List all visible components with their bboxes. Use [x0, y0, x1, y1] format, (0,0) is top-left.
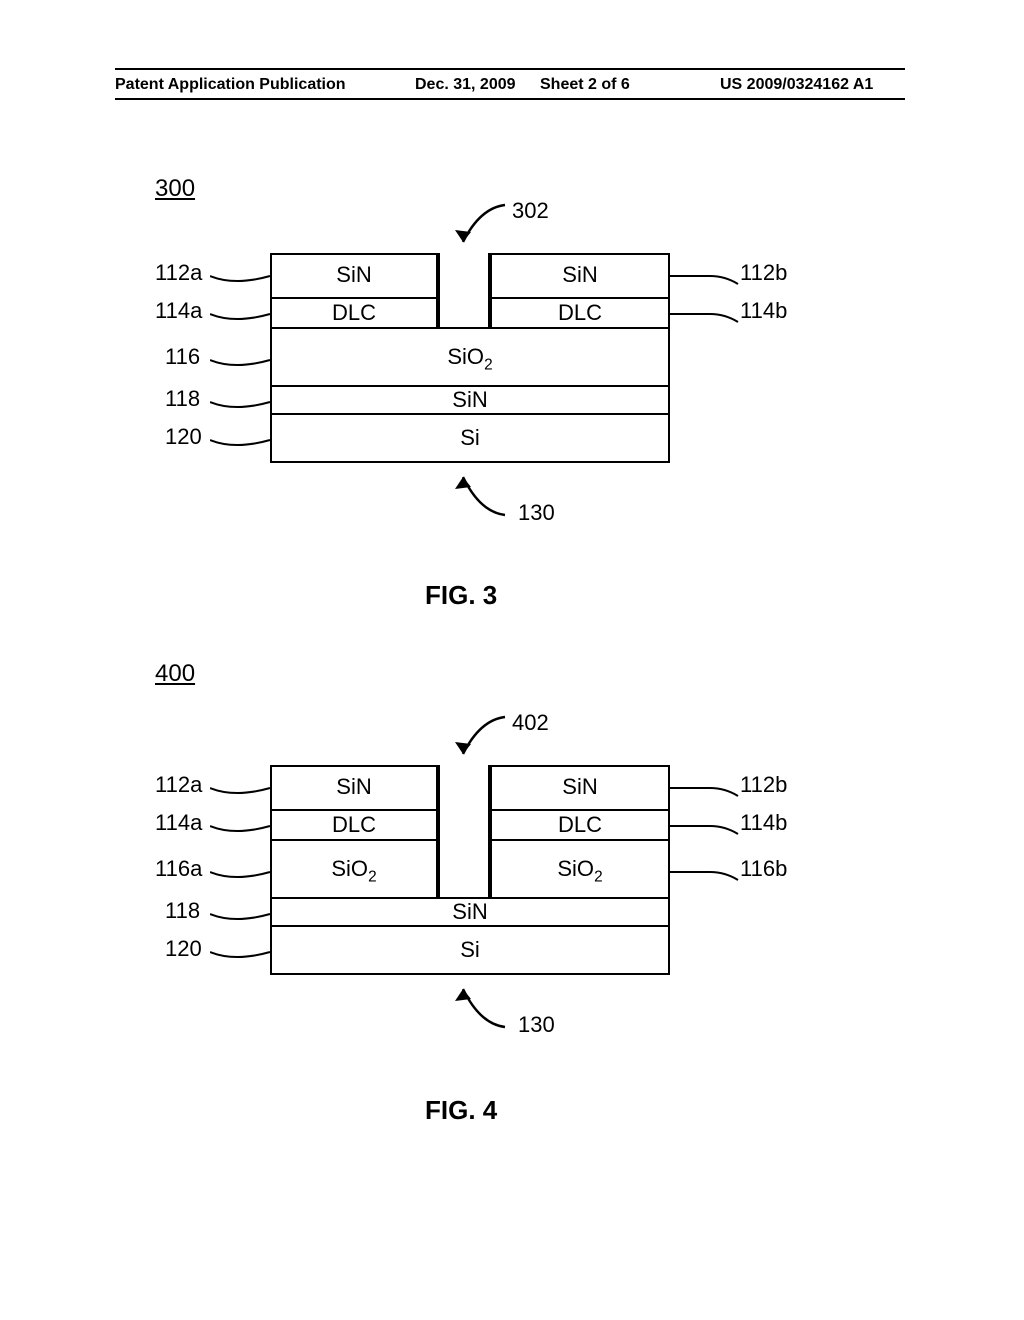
- fig3-lead-120: [210, 432, 272, 452]
- fig3-sio2: SiO2: [270, 344, 670, 374]
- fig4-ref-116a: 116a: [155, 856, 202, 882]
- fig4-lead-114b: [670, 818, 740, 838]
- fig4-sin-a: SiN: [270, 774, 438, 800]
- fig4-sio2-b: SiO2: [490, 856, 670, 886]
- fig4-lead-114a: [210, 818, 272, 838]
- fig3-ref-120: 120: [165, 424, 202, 450]
- fig3-ref-116: 116: [165, 344, 200, 370]
- fig4-ref-118: 118: [165, 898, 200, 924]
- fig4-lead-120: [210, 944, 272, 964]
- fig4-sin-b: SiN: [490, 774, 670, 800]
- fig4-ref-114a: 114a: [155, 810, 202, 836]
- fig4-lead-118: [210, 906, 272, 926]
- fig3-gap-right: [488, 253, 490, 329]
- fig3-caption: FIG. 3: [425, 580, 497, 611]
- header-pubno: US 2009/0324162 A1: [720, 76, 873, 94]
- fig3-dlc-a: DLC: [270, 300, 438, 326]
- fig3-ref-114b: 114b: [740, 298, 787, 324]
- fig4-sin-full: SiN: [270, 899, 670, 925]
- fig4-ref-112b: 112b: [740, 772, 787, 798]
- fig3-ref-130: 130: [518, 500, 555, 526]
- fig4-lead-112a: [210, 780, 272, 800]
- fig4-lead-116b: [670, 864, 740, 884]
- fig3-gap-left: [438, 253, 440, 329]
- page: Patent Application Publication Dec. 31, …: [0, 0, 1024, 1320]
- fig3-sin-a: SiN: [270, 262, 438, 288]
- fig3-dlc-b: DLC: [490, 300, 670, 326]
- fig3-ref-112b: 112b: [740, 260, 787, 286]
- fig3-si: Si: [270, 425, 670, 451]
- fig4-lead-116a: [210, 864, 272, 884]
- fig3-sin-full: SiN: [270, 387, 670, 413]
- fig4-caption: FIG. 4: [425, 1095, 497, 1126]
- fig3-lead-118: [210, 394, 272, 414]
- fig4-si: Si: [270, 937, 670, 963]
- fig3-lead-112b: [670, 268, 740, 288]
- fig3-ref-112a: 112a: [155, 260, 202, 286]
- fig4-ref-130: 130: [518, 1012, 555, 1038]
- fig3-lead-114a: [210, 306, 272, 326]
- fig4-ref-116b: 116b: [740, 856, 787, 882]
- fig4-gap-left: [438, 765, 440, 899]
- fig3-ref-114a: 114a: [155, 298, 202, 324]
- header-pub: Patent Application Publication: [115, 76, 346, 94]
- fig3-ref-118: 118: [165, 386, 200, 412]
- fig4-dlc-a: DLC: [270, 812, 438, 838]
- fig3-lead-112a: [210, 268, 272, 288]
- header-sheet: Sheet 2 of 6: [540, 76, 630, 94]
- fig3-lead-114b: [670, 306, 740, 326]
- fig3-lead-116: [210, 352, 272, 372]
- fig4-ref-120: 120: [165, 936, 202, 962]
- fig4-ref-112a: 112a: [155, 772, 202, 798]
- fig4-gap-right: [488, 765, 490, 899]
- fig4-num: 400: [155, 660, 195, 688]
- fig4-sio2-a: SiO2: [270, 856, 438, 886]
- header-date: Dec. 31, 2009: [415, 76, 516, 94]
- fig3-ref-302: 302: [512, 198, 549, 224]
- fig3-num: 300: [155, 175, 195, 203]
- fig4-ref-114b: 114b: [740, 810, 787, 836]
- fig4-dlc-b: DLC: [490, 812, 670, 838]
- fig3-sin-b: SiN: [490, 262, 670, 288]
- fig4-lead-112b: [670, 780, 740, 800]
- fig4-ref-402: 402: [512, 710, 549, 736]
